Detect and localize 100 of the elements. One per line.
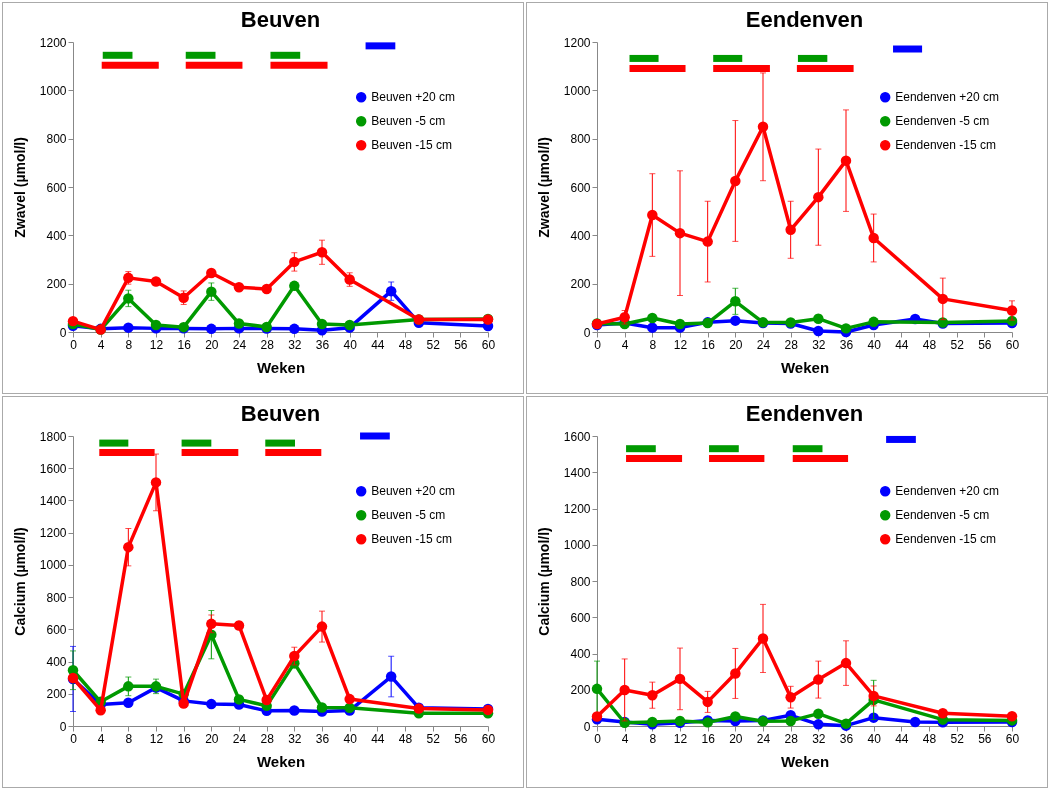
x-tick-label: 24 [232, 337, 247, 352]
point [840, 657, 852, 669]
point [344, 693, 355, 705]
point [123, 322, 134, 333]
point [868, 690, 879, 702]
x-tick-label: 0 [594, 337, 602, 352]
x-tick-label: 4 [621, 731, 629, 746]
y-tick-label: 1600 [563, 429, 591, 444]
x-tick-label: 52 [426, 731, 441, 746]
point [674, 673, 686, 685]
x-tick-label: 8 [125, 731, 133, 746]
x-tick-label: 32 [288, 337, 302, 352]
y-tick-label: 200 [570, 277, 591, 292]
x-tick-label: 24 [756, 731, 771, 746]
x-tick-label: 60 [481, 731, 496, 746]
x-tick-label: 16 [701, 731, 716, 746]
x-tick-label: 56 [454, 731, 468, 746]
point [813, 325, 824, 337]
point [289, 650, 300, 662]
point [674, 318, 686, 330]
point [757, 633, 769, 644]
x-tick-label: 20 [205, 731, 219, 746]
y-axis-title: Calcium (µmol/l) [11, 527, 28, 636]
x-tick-label: 28 [260, 731, 275, 746]
point [206, 267, 217, 279]
point [647, 312, 658, 324]
point [785, 224, 796, 236]
point [95, 704, 106, 716]
x-tick-label: 8 [125, 337, 133, 352]
x-tick-label: 52 [950, 731, 965, 746]
y-tick-label: 1200 [39, 526, 67, 541]
point [261, 694, 272, 706]
point [813, 674, 824, 685]
x-tick-label: 20 [729, 337, 743, 352]
x-tick-label: 0 [70, 731, 78, 746]
x-tick-label: 0 [594, 731, 602, 746]
legend-label: Beuven -5 cm [371, 508, 446, 523]
point [206, 323, 217, 335]
chart-title: Eendenven [745, 401, 864, 426]
y-tick-label: 800 [46, 590, 67, 605]
legend-label: Beuven -15 cm [371, 138, 452, 153]
x-tick-label: 12 [673, 731, 688, 746]
point [385, 671, 397, 682]
point [150, 477, 162, 488]
point [813, 191, 824, 203]
x-tick-label: 60 [481, 337, 496, 352]
chart-title: Beuven [240, 7, 321, 32]
x-tick-label: 36 [315, 731, 330, 746]
y-tick-label: 1400 [563, 465, 591, 480]
x-tick-label: 4 [97, 731, 105, 746]
point [840, 323, 852, 334]
x-tick-label: 40 [867, 731, 882, 746]
x-axis-title: Weken [256, 358, 306, 376]
point [233, 318, 245, 329]
y-axis-title: Zwavel (µmol/l) [535, 137, 552, 238]
legend-label: Beuven +20 cm [371, 90, 455, 105]
point [206, 698, 217, 710]
y-tick-label: 1800 [39, 429, 67, 444]
legend-label: Eendenven +20 cm [895, 90, 999, 105]
y-tick-label: 1200 [563, 502, 591, 516]
point [123, 681, 134, 692]
x-tick-label: 48 [922, 731, 937, 746]
x-tick-label: 24 [756, 337, 771, 352]
legend-label: Beuven -5 cm [371, 114, 446, 129]
x-tick-label: 44 [895, 731, 909, 746]
point [289, 705, 300, 716]
point [206, 618, 217, 630]
point [233, 620, 245, 631]
point [813, 719, 824, 730]
x-tick-label: 12 [673, 337, 688, 352]
x-tick-label: 32 [812, 337, 826, 352]
point [937, 708, 949, 719]
x-tick-label: 16 [177, 731, 192, 746]
x-tick-label: 8 [649, 337, 657, 352]
legend-label: Eendenven -5 cm [895, 114, 990, 129]
y-axis-title: Zwavel (µmol/l) [11, 137, 28, 238]
y-tick-label: 1000 [563, 538, 591, 553]
point [647, 689, 658, 701]
x-tick-label: 44 [895, 337, 909, 352]
y-tick-label: 600 [570, 180, 591, 195]
point [868, 232, 879, 244]
x-tick-label: 56 [978, 731, 992, 746]
point [233, 282, 245, 293]
point [316, 702, 328, 713]
point [813, 708, 824, 719]
x-tick-label: 12 [149, 731, 164, 746]
point [289, 323, 300, 335]
x-tick-label: 24 [232, 731, 247, 746]
y-tick-label: 0 [59, 325, 67, 340]
point [730, 175, 741, 187]
legend-label: Beuven -15 cm [371, 532, 452, 547]
point [591, 683, 603, 695]
point [261, 283, 272, 295]
legend-label: Eendenven -15 cm [895, 138, 996, 153]
x-tick-label: 36 [839, 731, 854, 746]
y-tick-label: 400 [570, 647, 591, 661]
point [233, 694, 245, 705]
y-tick-label: 1400 [39, 493, 67, 508]
legend-label: Beuven +20 cm [371, 484, 455, 499]
x-tick-label: 40 [343, 337, 358, 352]
